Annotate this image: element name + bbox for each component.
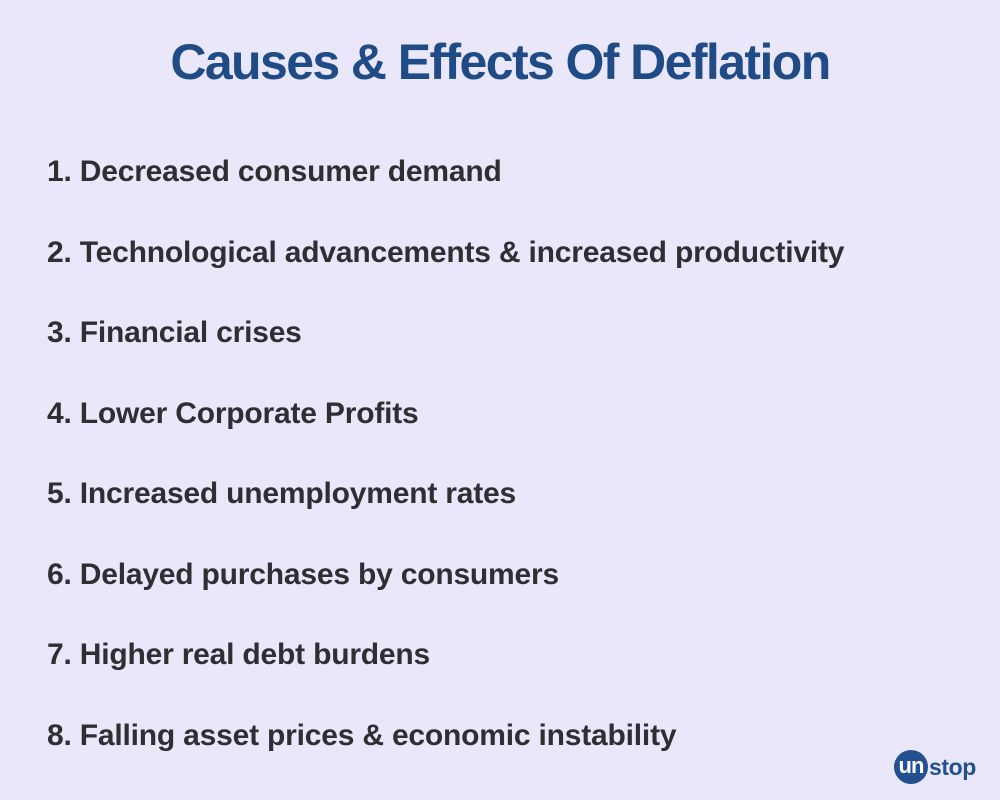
unstop-logo: un stop [894, 747, 976, 787]
list-item: 4. Lower Corporate Profits [47, 396, 419, 430]
list-item: 6. Delayed purchases by consumers [47, 557, 559, 591]
page-title: Causes & Effects Of Deflation [170, 34, 831, 90]
unstop-logo-word: stop [929, 754, 976, 780]
list-item: 2. Technological advancements & increase… [47, 235, 845, 269]
list-item: 5. Increased unemployment rates [47, 477, 516, 510]
list-item: 7. Higher real debt burdens [47, 638, 431, 671]
list-item: 8. Falling asset prices & economic insta… [47, 718, 677, 752]
list-item: 1. Decreased consumer demand [47, 155, 502, 188]
list-item: 3. Financial crises [47, 316, 302, 349]
unstop-logo-mark: un [894, 750, 928, 784]
causes-effects-list: 1. Decreased consumer demand 2. Technolo… [47, 146, 977, 790]
